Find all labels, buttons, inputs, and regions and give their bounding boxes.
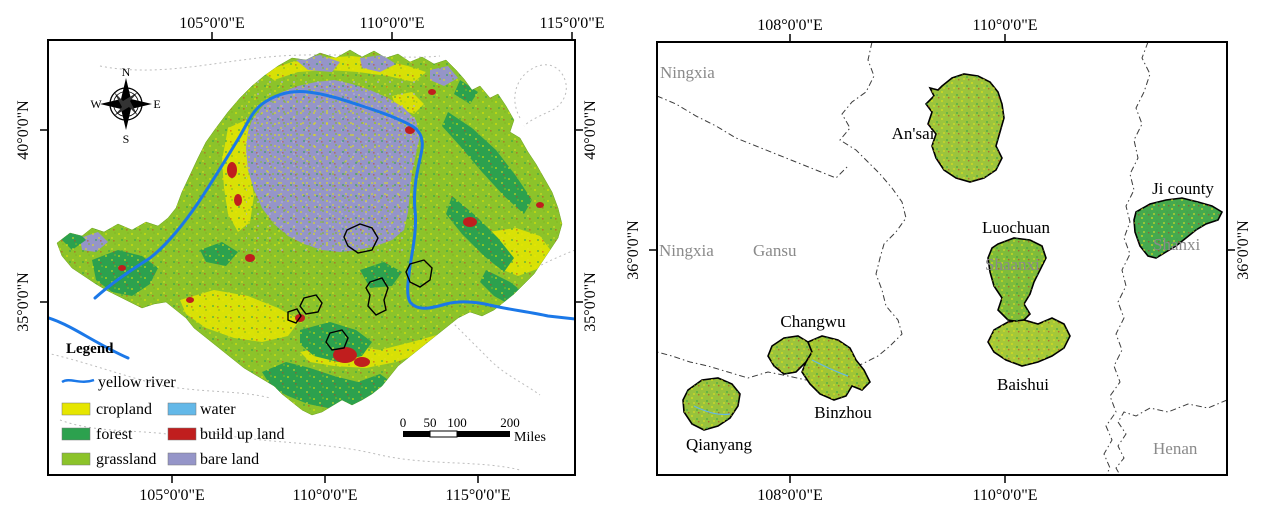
legend-swatch-cropland xyxy=(61,402,91,416)
right-panel-axis-ticks xyxy=(649,34,1235,483)
compass-e-label: E xyxy=(153,97,160,111)
legend-label-bare-land: bare land xyxy=(200,451,259,468)
right-top-axis-110e: 110°0'0"E xyxy=(973,17,1038,34)
yellow-river-line xyxy=(49,90,574,360)
scale-bar: 0 50 100 200 Miles xyxy=(400,415,546,445)
legend-title: Legend xyxy=(66,341,114,357)
county-speckle xyxy=(683,74,1222,430)
left-map-panel: N S W E Legend yellow river cropland wat… xyxy=(15,15,605,504)
scale-bar-segment-3 xyxy=(457,431,510,437)
province-label-gansu: Gansu xyxy=(753,241,797,260)
left-bottom-axis-115e: 115°0'0"E xyxy=(446,487,511,504)
legend-river-label: yellow river xyxy=(98,374,176,391)
left-bottom-axis-105e: 105°0'0"E xyxy=(139,487,205,504)
right-left-axis-36n: 36°0'0"N xyxy=(625,220,642,280)
study-county-outlines xyxy=(287,223,433,351)
legend-swatch-bare-land xyxy=(167,452,197,466)
legend-swatch-build-up-land xyxy=(167,427,197,441)
compass-w-label: W xyxy=(90,97,102,111)
scale-tick-100: 100 xyxy=(447,415,467,430)
left-panel-axis-ticks xyxy=(40,32,583,483)
legend-swatch-forest xyxy=(61,427,91,441)
scale-unit-label: Miles xyxy=(514,430,546,445)
left-top-axis-105e: 105°0'0"E xyxy=(179,15,245,32)
province-label-ningxia-top: Ningxia xyxy=(660,63,715,82)
county-streams xyxy=(693,359,849,416)
left-bottom-axis-110e: 110°0'0"E xyxy=(293,487,358,504)
right-right-axis-36n: 36°0'0"N xyxy=(1235,220,1252,280)
legend-label-grassland: grassland xyxy=(96,451,156,468)
left-right-axis-40n: 40°0'0"N xyxy=(582,100,599,160)
legend-label-cropland: cropland xyxy=(96,401,152,418)
compass-n-label: N xyxy=(122,65,131,79)
county-label-ansai: An'sai xyxy=(892,124,935,143)
county-label-ji-county: Ji county xyxy=(1152,179,1214,198)
scale-tick-200: 200 xyxy=(500,415,520,430)
scale-tick-0: 0 xyxy=(400,415,407,430)
map-legend: Legend yellow river cropland water fores… xyxy=(61,341,284,468)
legend-label-forest: forest xyxy=(96,426,133,443)
right-top-axis-108e: 108°0'0"E xyxy=(757,17,823,34)
province-label-henan: Henan xyxy=(1153,439,1198,458)
right-bottom-axis-110e: 110°0'0"E xyxy=(973,487,1038,504)
county-label-binzhou: Binzhou xyxy=(814,403,872,422)
province-boundaries-right xyxy=(658,43,1226,474)
legend-swatch-grassland xyxy=(61,452,91,466)
scale-tick-50: 50 xyxy=(424,415,437,430)
county-label-qianyang: Qianyang xyxy=(686,435,753,454)
county-label-baishui: Baishui xyxy=(997,375,1049,394)
legend-river-swatch xyxy=(61,378,95,384)
compass-rose-icon: N S W E xyxy=(90,65,160,146)
legend-label-water: water xyxy=(200,401,236,418)
left-left-axis-35n: 35°0'0"N xyxy=(15,272,32,332)
province-label-shaanxi: Shaanxi xyxy=(985,255,1040,274)
left-top-axis-110e: 110°0'0"E xyxy=(360,15,425,32)
province-label-shanxi: Shanxi xyxy=(1153,235,1201,254)
left-top-axis-115e: 115°0'0"E xyxy=(540,15,605,32)
county-label-changwu: Changwu xyxy=(780,312,846,331)
scale-bar-segment-2 xyxy=(429,430,458,438)
compass-s-label: S xyxy=(123,132,130,146)
right-map-frame xyxy=(656,41,1228,476)
right-map-panel: Ningxia Ningxia Gansu Shaanxi Shanxi Hen… xyxy=(625,17,1252,504)
left-right-axis-35n: 35°0'0"N xyxy=(582,272,599,332)
province-label-ningxia-mid: Ningxia xyxy=(659,241,714,260)
legend-label-build-up-land: build up land xyxy=(200,426,284,443)
right-bottom-axis-108e: 108°0'0"E xyxy=(757,487,823,504)
left-left-axis-40n: 40°0'0"N xyxy=(15,100,32,160)
scale-bar-segment-1 xyxy=(403,431,430,437)
legend-swatch-water xyxy=(167,402,197,416)
county-label-luochuan: Luochuan xyxy=(982,218,1050,237)
